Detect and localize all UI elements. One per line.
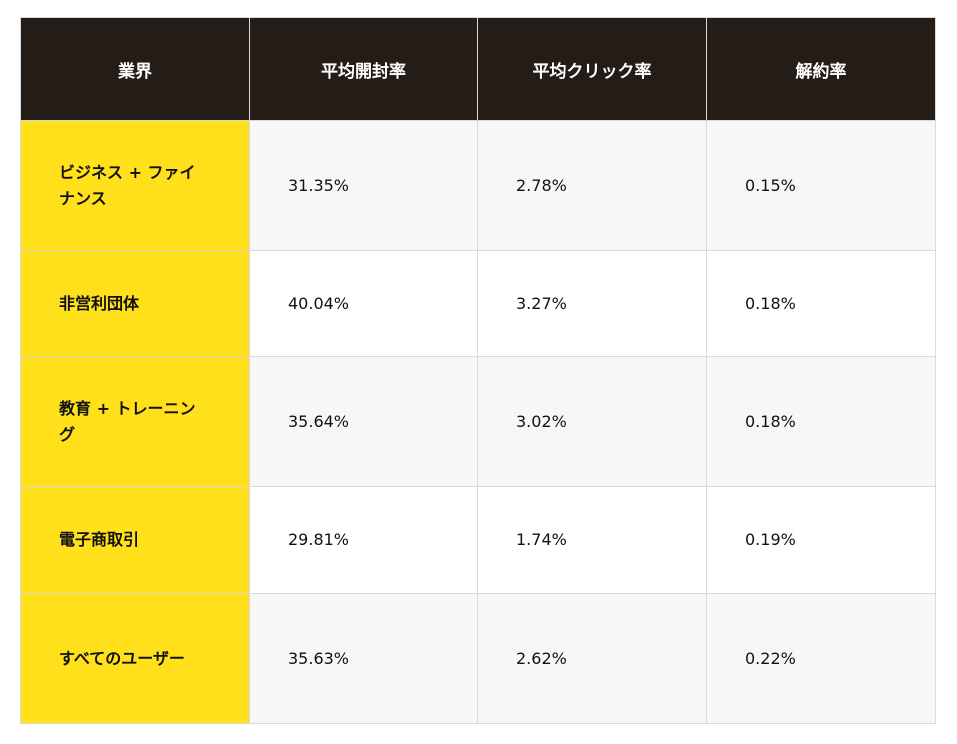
industry-cell: 非営利団体	[20, 250, 250, 357]
table-header: 業界 平均開封率 平均クリック率 解約率	[20, 17, 936, 121]
header-click-rate: 平均クリック率	[477, 17, 707, 121]
table-row: 非営利団体 40.04% 3.27% 0.18%	[20, 250, 936, 357]
open-rate-cell: 31.35%	[249, 120, 478, 251]
unsubscribe-rate-cell: 0.15%	[706, 120, 936, 251]
unsubscribe-rate-cell: 0.18%	[706, 250, 936, 357]
open-rate-cell: 29.81%	[249, 486, 478, 594]
open-rate-cell: 35.64%	[249, 356, 478, 487]
header-industry: 業界	[20, 17, 250, 121]
open-rate-cell: 35.63%	[249, 593, 478, 724]
industry-cell: ビジネス + ファイナンス	[20, 120, 250, 251]
click-rate-cell: 2.62%	[477, 593, 707, 724]
click-rate-cell: 1.74%	[477, 486, 707, 594]
click-rate-cell: 2.78%	[477, 120, 707, 251]
open-rate-cell: 40.04%	[249, 250, 478, 357]
table-row: ビジネス + ファイナンス 31.35% 2.78% 0.15%	[20, 120, 936, 251]
email-stats-table: 業界 平均開封率 平均クリック率 解約率 ビジネス + ファイナンス 31.35…	[20, 17, 936, 724]
unsubscribe-rate-cell: 0.19%	[706, 486, 936, 594]
header-unsubscribe-rate: 解約率	[706, 17, 936, 121]
table-row: 教育 + トレーニング 35.64% 3.02% 0.18%	[20, 356, 936, 487]
click-rate-cell: 3.27%	[477, 250, 707, 357]
table-row: 電子商取引 29.81% 1.74% 0.19%	[20, 486, 936, 594]
industry-cell: すべてのユーザー	[20, 593, 250, 724]
header-row: 業界 平均開封率 平均クリック率 解約率	[20, 17, 936, 121]
unsubscribe-rate-cell: 0.22%	[706, 593, 936, 724]
industry-cell: 電子商取引	[20, 486, 250, 594]
table-body: ビジネス + ファイナンス 31.35% 2.78% 0.15% 非営利団体 4…	[20, 120, 936, 724]
unsubscribe-rate-cell: 0.18%	[706, 356, 936, 487]
table-row: すべてのユーザー 35.63% 2.62% 0.22%	[20, 593, 936, 724]
header-open-rate: 平均開封率	[249, 17, 478, 121]
industry-cell: 教育 + トレーニング	[20, 356, 250, 487]
click-rate-cell: 3.02%	[477, 356, 707, 487]
